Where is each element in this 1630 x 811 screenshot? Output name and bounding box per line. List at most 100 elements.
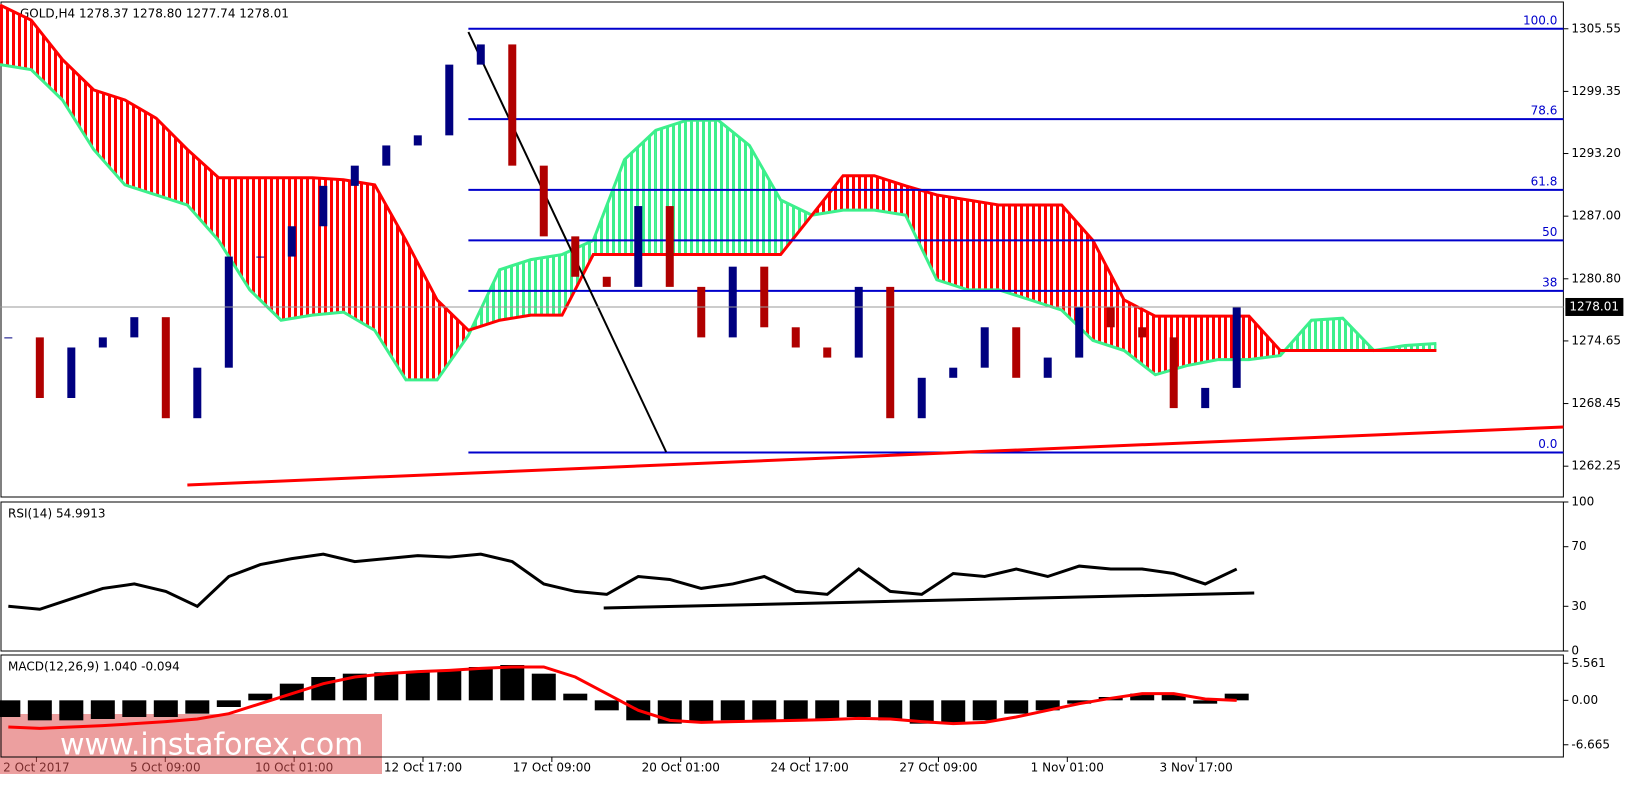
cloud-segment xyxy=(405,240,438,380)
y-tick-label: 1262.25 xyxy=(1571,459,1621,473)
y-tick-label: 70 xyxy=(1571,539,1586,553)
x-tick-label: 1 Nov 01:00 xyxy=(1031,761,1104,775)
candle xyxy=(382,145,391,166)
x-tick-label: 3 Nov 17:00 xyxy=(1160,761,1233,775)
macd-bar xyxy=(405,671,430,701)
cloud-segment xyxy=(1249,316,1281,360)
cloud-segment xyxy=(249,177,282,321)
cloud-segment xyxy=(968,200,1000,290)
candle xyxy=(1043,357,1052,378)
candle xyxy=(697,286,706,338)
macd-bar xyxy=(216,700,241,707)
candle xyxy=(476,44,485,65)
macd-bar xyxy=(1035,700,1060,711)
cloud-segment xyxy=(499,259,531,321)
y-tick-label: 0 xyxy=(1571,644,1579,658)
fib-label: 78.6 xyxy=(1531,104,1558,118)
y-tick-label: 1274.65 xyxy=(1571,333,1621,347)
macd-bar xyxy=(878,700,903,721)
cloud-segment xyxy=(874,175,906,216)
panel-title: GOLD,H4 1278.37 1278.80 1277.74 1278.01 xyxy=(20,7,289,21)
candle xyxy=(1075,307,1084,358)
candle xyxy=(917,377,926,419)
cloud-segment xyxy=(624,130,656,255)
cloud-segment xyxy=(312,177,344,316)
trend-line xyxy=(467,31,668,453)
y-tick-label: -6.665 xyxy=(1571,737,1610,751)
macd-bar xyxy=(374,672,399,701)
candle xyxy=(634,206,643,287)
cloud-segment xyxy=(686,120,719,255)
macd-bar xyxy=(909,700,934,724)
last-price-box xyxy=(1565,297,1624,316)
x-tick-label: 24 Oct 17:00 xyxy=(770,761,848,775)
trend-line xyxy=(187,425,1564,487)
candle xyxy=(508,44,517,166)
y-tick-label: 1299.35 xyxy=(1571,84,1621,98)
macd-bar xyxy=(1193,700,1218,704)
trend-line xyxy=(603,591,1255,610)
macd-bar xyxy=(1224,693,1249,701)
macd-bar xyxy=(59,700,84,721)
candle xyxy=(98,337,107,348)
x-tick-label: 27 Oct 09:00 xyxy=(899,761,977,775)
candle xyxy=(823,347,832,358)
cloud-segment xyxy=(93,89,125,185)
cloud-segment xyxy=(843,175,875,211)
y-tick-label: 30 xyxy=(1571,599,1586,613)
candle xyxy=(1138,327,1147,338)
candle xyxy=(1201,387,1210,409)
macd-bar xyxy=(689,700,714,722)
candle xyxy=(791,327,800,348)
cloud-segment xyxy=(1030,205,1062,311)
cloud-segment xyxy=(343,179,375,331)
cloud-segment xyxy=(1311,318,1343,351)
x-tick-label: 17 Oct 09:00 xyxy=(513,761,591,775)
candle xyxy=(319,185,328,227)
x-tick-label: 20 Oct 01:00 xyxy=(642,761,720,775)
candle xyxy=(130,317,139,338)
cloud-segment xyxy=(124,99,157,195)
cloud-line xyxy=(0,63,1437,382)
panel-frame xyxy=(0,1,1564,498)
cloud-segment xyxy=(281,177,313,321)
fib-label: 38 xyxy=(1542,275,1557,289)
candle xyxy=(224,256,233,368)
candle xyxy=(980,327,989,368)
candle xyxy=(287,226,296,257)
candle xyxy=(665,206,674,287)
candle xyxy=(886,286,895,419)
x-tick-label: 12 Oct 17:00 xyxy=(384,761,462,775)
candle xyxy=(602,276,611,287)
cloud-segment xyxy=(374,184,406,380)
candle xyxy=(760,266,769,328)
cloud-segment xyxy=(0,5,32,70)
cloud-segment xyxy=(905,185,937,280)
y-tick-label: 1293.20 xyxy=(1571,146,1621,160)
cloud-segment xyxy=(530,254,563,316)
fib-label: 61.8 xyxy=(1531,174,1558,188)
candle xyxy=(728,266,737,338)
cloud-segment xyxy=(936,194,969,290)
cloud-line xyxy=(0,3,1437,353)
cloud-segment xyxy=(62,59,94,150)
fib-label: 100.0 xyxy=(1523,13,1557,27)
macd-bar xyxy=(437,670,462,701)
candle xyxy=(35,337,44,398)
candle xyxy=(854,286,863,358)
macd-bar xyxy=(1067,700,1092,704)
macd-bar xyxy=(468,667,493,701)
macd-bar xyxy=(27,700,52,721)
candle xyxy=(4,337,13,339)
panel-frame xyxy=(0,501,1564,652)
macd-bar xyxy=(752,700,777,722)
macd-bar xyxy=(846,700,871,717)
candle xyxy=(350,165,359,186)
cloud-segment xyxy=(718,120,750,255)
y-tick-label: 1305.55 xyxy=(1571,21,1621,35)
y-tick-label: 1280.80 xyxy=(1571,271,1621,285)
macd-bar xyxy=(185,700,210,714)
macd-bar xyxy=(815,700,840,719)
macd-bar xyxy=(0,700,21,717)
panel-title: MACD(12,26,9) 1.040 -0.094 xyxy=(8,660,180,674)
